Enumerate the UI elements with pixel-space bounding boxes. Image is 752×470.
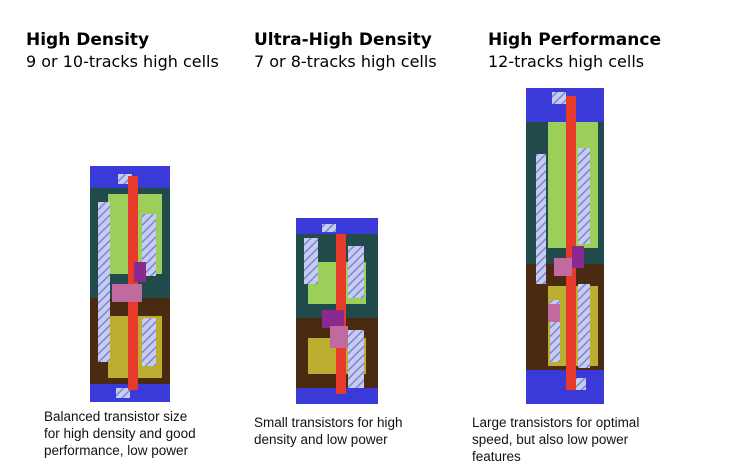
metal-strap xyxy=(348,330,364,388)
caption-line: Large transistors for optimal xyxy=(472,415,640,430)
metal-contact xyxy=(322,310,344,328)
metal-contact xyxy=(572,246,584,268)
metal-contact xyxy=(554,258,572,276)
high-density-cell-layout xyxy=(90,166,170,402)
caption-line: features xyxy=(472,449,521,464)
caption-line: performance, low power xyxy=(44,443,189,458)
metal-strap xyxy=(142,214,156,276)
caption-line: Small transistors for high xyxy=(254,415,403,430)
high-density-caption: Balanced transistor size for high densit… xyxy=(44,408,196,459)
ultra-high-density-title: Ultra-High Density xyxy=(254,30,432,50)
caption-line: for high density and good xyxy=(44,426,196,441)
metal-contact xyxy=(330,326,348,348)
ultra-high-density-cell-layout xyxy=(296,218,378,404)
metal-strap xyxy=(348,246,364,298)
metal-strap xyxy=(578,148,590,244)
metal-strap xyxy=(536,154,546,284)
vdd-rail xyxy=(296,218,378,234)
ultra-high-density-subtitle: 7 or 8-tracks high cells xyxy=(254,52,437,71)
high-performance-title: High Performance xyxy=(488,30,661,50)
metal-strap xyxy=(98,202,110,362)
metal-strap xyxy=(142,318,156,366)
via-contact xyxy=(322,224,336,232)
metal-strap xyxy=(304,238,318,284)
metal-strap xyxy=(550,300,560,362)
via-contact xyxy=(118,174,132,184)
via-contact xyxy=(116,388,130,398)
metal-strap xyxy=(578,284,590,368)
caption-line: density and low power xyxy=(254,432,388,447)
poly-gate xyxy=(566,96,576,390)
high-density-title: High Density xyxy=(26,30,150,50)
high-performance-caption: Large transistors for optimal speed, but… xyxy=(472,414,639,465)
gnd-rail xyxy=(296,388,378,404)
metal-contact xyxy=(134,262,146,282)
via-contact xyxy=(552,92,566,104)
gnd-rail xyxy=(526,370,604,404)
high-density-subtitle: 9 or 10-tracks high cells xyxy=(26,52,219,71)
metal-contact xyxy=(548,304,560,322)
high-performance-cell-layout xyxy=(526,88,604,404)
metal-contact xyxy=(112,284,142,302)
poly-gate xyxy=(128,176,138,390)
high-performance-subtitle: 12-tracks high cells xyxy=(488,52,645,71)
caption-line: Balanced transistor size xyxy=(44,409,188,424)
caption-line: speed, but also low power xyxy=(472,432,629,447)
ultra-high-density-caption: Small transistors for high density and l… xyxy=(254,414,403,448)
